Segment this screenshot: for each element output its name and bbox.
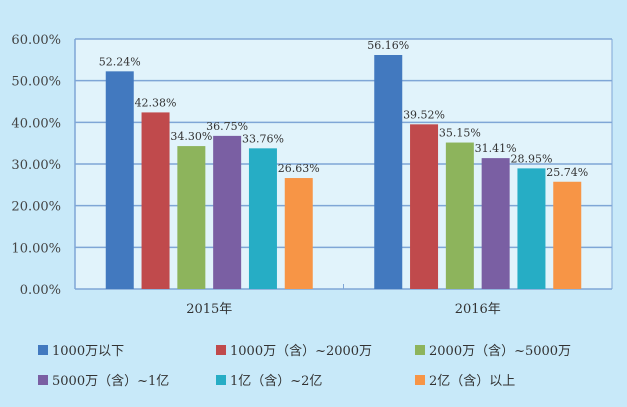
legend-item: 1000万（含）~2000万 — [216, 340, 372, 359]
legend-item: 1000万以下 — [38, 340, 124, 359]
legend-label: 2000万（含）~5000万 — [429, 344, 572, 359]
data-label: 31.41% — [475, 142, 517, 155]
y-tick-label: 20.00% — [11, 200, 61, 215]
y-tick-label: 0.00% — [20, 283, 61, 298]
bar — [105, 71, 134, 289]
legend-item: 2亿（含）以上 — [415, 370, 515, 389]
data-label: 26.63% — [278, 162, 320, 175]
legend-label: 1000万（含）~2000万 — [230, 344, 373, 359]
bar — [553, 181, 582, 289]
y-tick-label: 50.00% — [11, 75, 61, 90]
legend-swatch — [38, 374, 48, 385]
legend-label: 1亿（含）~2亿 — [230, 374, 323, 389]
data-label: 28.95% — [510, 152, 552, 165]
y-tick-label: 10.00% — [11, 241, 61, 256]
bar — [517, 168, 546, 289]
bar — [213, 135, 242, 289]
data-label: 42.38% — [135, 96, 177, 109]
legend-swatch — [216, 344, 226, 355]
legend-label: 1000万以下 — [52, 344, 125, 359]
legend-swatch — [415, 344, 425, 355]
data-label: 33.76% — [242, 132, 284, 145]
legend-swatch — [38, 344, 48, 355]
data-label: 52.24% — [99, 55, 141, 68]
legend-swatch — [216, 374, 226, 385]
data-label: 35.15% — [439, 127, 481, 140]
data-label: 34.30% — [170, 130, 212, 143]
bar — [410, 124, 439, 289]
x-tick-label: 2016年 — [455, 302, 501, 317]
bar — [141, 112, 170, 290]
bar — [248, 148, 277, 289]
y-tick-label: 30.00% — [11, 158, 61, 173]
bar — [481, 158, 510, 289]
bar — [177, 146, 206, 289]
legend-item: 5000万（含）~1亿 — [38, 370, 169, 389]
legend-label: 2亿（含）以上 — [429, 374, 516, 389]
legend-item: 2000万（含）~5000万 — [415, 340, 571, 359]
data-label: 25.74% — [546, 166, 588, 179]
x-tick-label: 2015年 — [186, 302, 232, 317]
y-tick-label: 60.00% — [11, 33, 61, 48]
legend-swatch — [415, 374, 425, 385]
y-tick-label: 40.00% — [11, 116, 61, 131]
bar — [284, 178, 313, 289]
legend-label: 5000万（含）~1亿 — [52, 374, 170, 389]
data-label: 36.75% — [206, 120, 248, 133]
bar — [445, 142, 474, 289]
data-label: 56.16% — [367, 39, 409, 52]
data-label: 39.52% — [403, 108, 445, 121]
legend-item: 1亿（含）~2亿 — [216, 370, 322, 389]
bar — [374, 55, 403, 289]
